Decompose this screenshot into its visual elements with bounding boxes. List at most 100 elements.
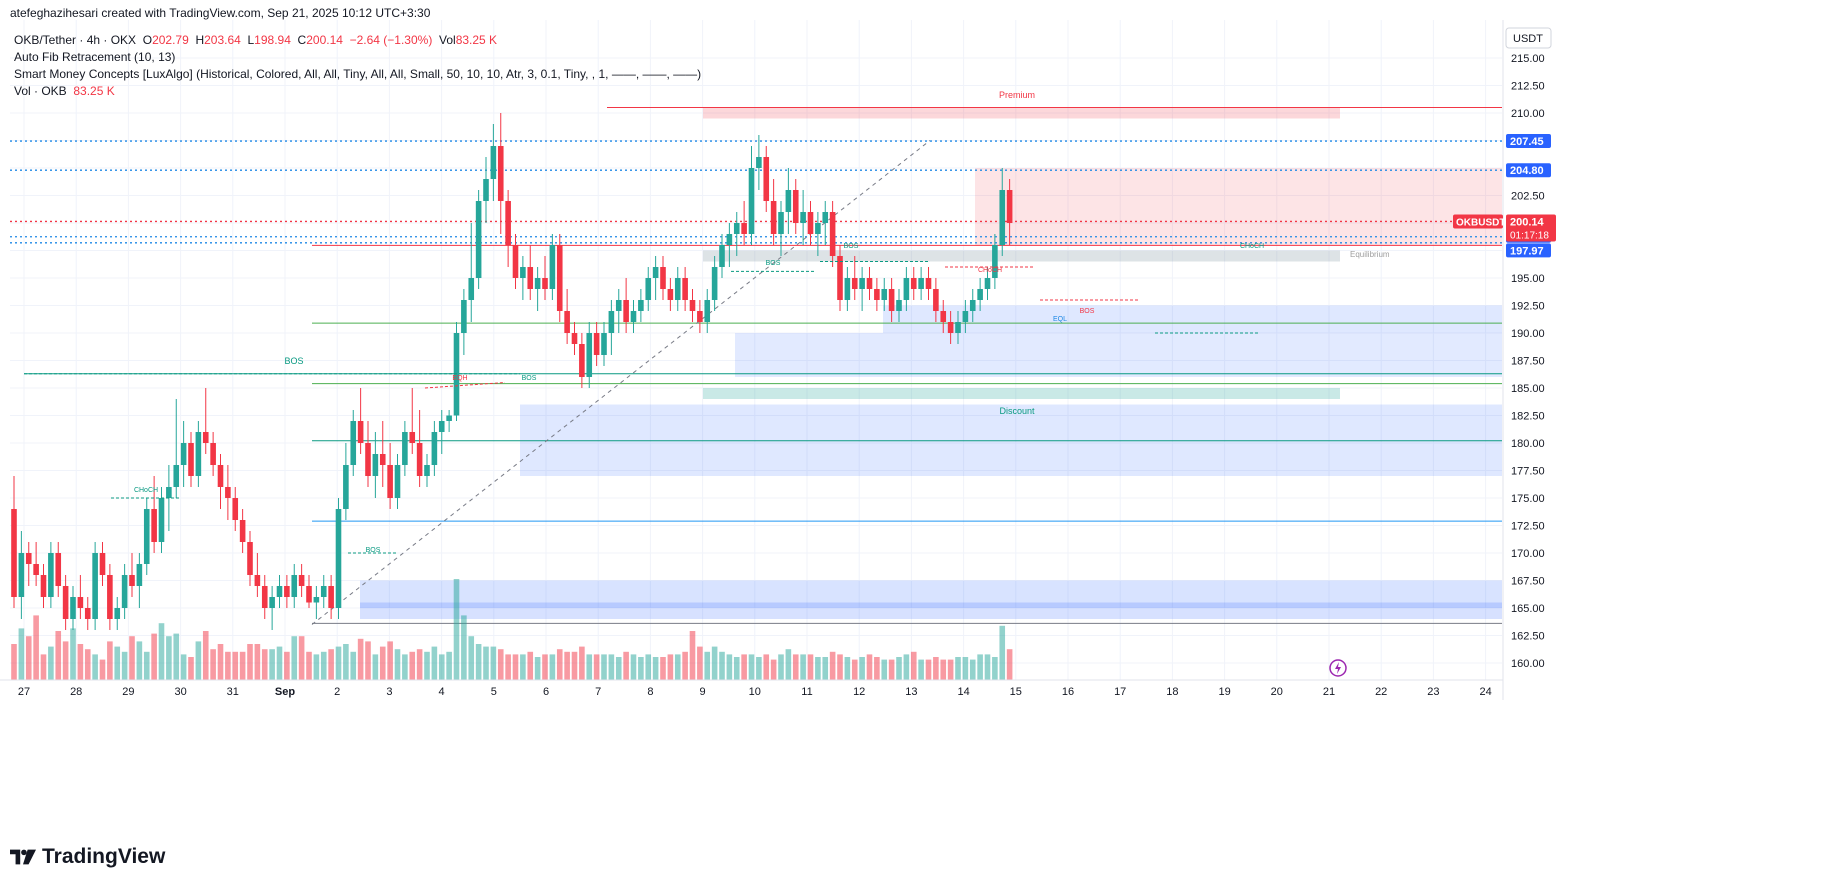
candle-body[interactable] — [992, 245, 998, 278]
candle-body[interactable] — [387, 465, 393, 498]
candle-body[interactable] — [291, 575, 298, 597]
candle-body[interactable] — [807, 212, 814, 234]
candle-body[interactable] — [276, 586, 283, 597]
candle-body[interactable] — [166, 487, 172, 498]
candle-body[interactable] — [328, 586, 334, 608]
currency-box[interactable] — [1505, 27, 1552, 49]
candle-body[interactable] — [815, 223, 821, 234]
candle-body[interactable] — [955, 322, 961, 333]
candle-body[interactable] — [748, 168, 755, 234]
candle-body[interactable] — [365, 443, 371, 476]
candle-body[interactable] — [136, 564, 143, 586]
candle-body[interactable] — [40, 575, 47, 597]
candle-body[interactable] — [586, 333, 593, 377]
candle-body[interactable] — [977, 289, 983, 300]
candle-body[interactable] — [343, 465, 349, 509]
candle-body[interactable] — [180, 443, 187, 465]
candle-body[interactable] — [372, 454, 379, 476]
candle-body[interactable] — [461, 300, 467, 333]
candle-body[interactable] — [55, 553, 62, 586]
candle-body[interactable] — [99, 553, 106, 575]
candle-body[interactable] — [947, 322, 954, 333]
candle-body[interactable] — [940, 311, 947, 322]
tradingview-brand[interactable]: TradingView — [10, 845, 165, 869]
candle-body[interactable] — [247, 542, 253, 575]
candle-body[interactable] — [719, 245, 725, 267]
candle-body[interactable] — [92, 553, 98, 619]
candle-body[interactable] — [84, 608, 91, 619]
candle-body[interactable] — [881, 289, 888, 300]
candle-body[interactable] — [756, 157, 762, 168]
candle-body[interactable] — [933, 289, 939, 311]
candle-body[interactable] — [143, 509, 150, 564]
candle-body[interactable] — [829, 212, 836, 256]
candle-body[interactable] — [962, 311, 969, 322]
candle-body[interactable] — [792, 190, 799, 223]
candle-body[interactable] — [70, 597, 76, 619]
candle-body[interactable] — [357, 421, 364, 443]
candle-body[interactable] — [667, 289, 674, 300]
candle-body[interactable] — [579, 344, 585, 377]
candle-body[interactable] — [785, 190, 792, 212]
candle-body[interactable] — [284, 586, 290, 597]
candle-body[interactable] — [527, 267, 534, 289]
candle-body[interactable] — [490, 146, 497, 179]
candle-body[interactable] — [726, 234, 733, 245]
candle-body[interactable] — [652, 267, 659, 278]
candle-body[interactable] — [151, 509, 157, 542]
candle-body[interactable] — [866, 278, 873, 289]
candle-body[interactable] — [903, 278, 910, 300]
candle-body[interactable] — [261, 586, 268, 608]
candle-body[interactable] — [733, 223, 740, 234]
candle-body[interactable] — [615, 300, 622, 311]
candle-body[interactable] — [121, 575, 128, 608]
candle-body[interactable] — [1006, 190, 1013, 223]
candle-body[interactable] — [313, 597, 320, 603]
candle-body[interactable] — [608, 311, 615, 333]
candle-body[interactable] — [33, 564, 39, 575]
candle-body[interactable] — [438, 421, 445, 432]
candle-body[interactable] — [306, 586, 312, 603]
candle-body[interactable] — [564, 311, 570, 333]
candle-body[interactable] — [674, 278, 681, 300]
symbol-title[interactable]: OKB/Tether · 4h · OKX — [14, 33, 137, 47]
candle-body[interactable] — [453, 333, 460, 416]
candle-body[interactable] — [483, 179, 489, 201]
candle-body[interactable] — [202, 432, 209, 443]
candle-body[interactable] — [512, 245, 519, 278]
candle-body[interactable] — [910, 278, 917, 289]
candle-body[interactable] — [697, 311, 703, 322]
candle-body[interactable] — [210, 443, 216, 465]
candle-body[interactable] — [402, 432, 408, 465]
candle-body[interactable] — [409, 432, 416, 443]
candle-body[interactable] — [298, 575, 305, 586]
candle-body[interactable] — [660, 267, 666, 289]
candle-body[interactable] — [320, 586, 327, 597]
candle-body[interactable] — [431, 432, 438, 465]
candle-body[interactable] — [158, 498, 165, 542]
candle-body[interactable] — [874, 289, 880, 300]
candle-body[interactable] — [549, 245, 556, 289]
candle-body[interactable] — [497, 146, 504, 201]
candle-body[interactable] — [888, 289, 895, 311]
candle-body[interactable] — [630, 311, 637, 322]
candle-body[interactable] — [969, 300, 976, 311]
candle-body[interactable] — [114, 608, 121, 619]
candle-body[interactable] — [107, 575, 113, 619]
candle-body[interactable] — [25, 553, 32, 564]
candle-body[interactable] — [505, 201, 511, 245]
indicator-volume[interactable]: Vol · OKB 83.25 K — [14, 84, 115, 98]
candle-body[interactable] — [800, 212, 806, 223]
candle-body[interactable] — [217, 465, 224, 487]
candle-body[interactable] — [741, 223, 747, 234]
candle-body[interactable] — [689, 300, 696, 311]
candle-body[interactable] — [48, 553, 54, 597]
candle-body[interactable] — [534, 278, 541, 289]
candle-body[interactable] — [763, 157, 770, 201]
candle-body[interactable] — [859, 278, 865, 289]
candle-body[interactable] — [837, 256, 843, 300]
candle-body[interactable] — [918, 278, 924, 289]
candle-body[interactable] — [896, 300, 902, 311]
